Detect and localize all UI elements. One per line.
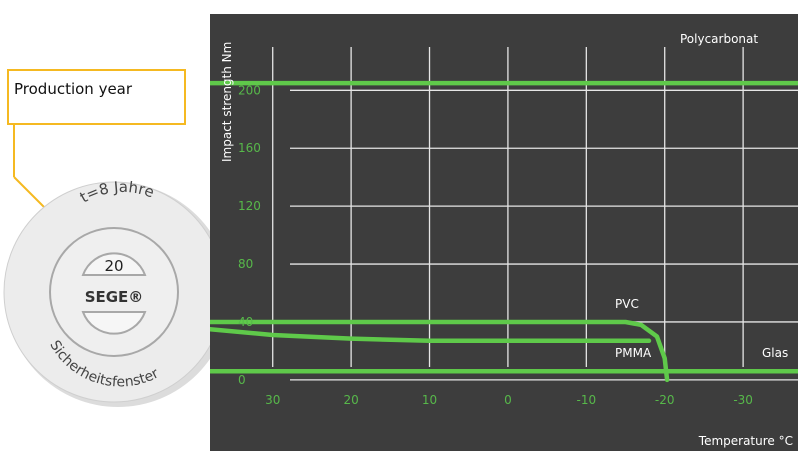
- y-axis-label: Impact strength Nm: [220, 42, 234, 162]
- seal-year-text: 20: [104, 257, 123, 275]
- chart-panel: 30 20 10 0 -10 -20 -30 0 40 80 120 160 200 Polycarbon…: [207, 14, 798, 451]
- y-tick-label: 40: [238, 315, 253, 329]
- impact-strength-chart: 30 20 10 0 -10 -20 -30 0 40 80 120 160 200 Polycarbon…: [207, 32, 798, 448]
- series-line-pmma: [207, 326, 652, 344]
- callout-box: [7, 69, 186, 125]
- series-label-pvc: PVC: [615, 297, 639, 311]
- y-tick-label: 0: [238, 373, 246, 387]
- series-label-pmma: PMMA: [615, 346, 652, 360]
- x-tick-label: 30: [265, 393, 280, 407]
- series-label-glas: Glas: [762, 346, 788, 360]
- seal-year-window: [81, 252, 147, 276]
- x-tick-label: 10: [422, 393, 437, 407]
- y-tick-label: 120: [238, 199, 261, 213]
- series-label-polycarbonat: Polycarbonat: [680, 32, 758, 46]
- x-axis-label: Temperature °C: [698, 434, 793, 448]
- series-line-pvc: [207, 319, 670, 383]
- x-tick-label: 0: [504, 393, 512, 407]
- labels: 30 20 10 0 -10 -20 -30 0 40 80 120 160 200 Polycarbon…: [220, 32, 793, 448]
- x-tick-label: 20: [343, 393, 358, 407]
- x-tick-label: -10: [577, 393, 597, 407]
- y-tick-label: 80: [238, 257, 253, 271]
- seal-lower-window: [81, 311, 147, 335]
- y-tick-label: 200: [238, 83, 261, 97]
- callout-label: Production year: [14, 80, 133, 98]
- y-tick-label: 160: [238, 141, 261, 155]
- seal-inner-ring: [49, 227, 179, 357]
- x-tick-label: -30: [733, 393, 753, 407]
- seal-brand-text: SEGE®: [85, 288, 144, 306]
- grid: [272, 47, 798, 381]
- seal-illustration: 20 SEGE® t=8 Jahre Sicherheitsfenster: [3, 125, 230, 407]
- series-lines: [207, 80, 798, 383]
- x-tick-label: -20: [655, 393, 675, 407]
- seal-section: 20 SEGE® t=8 Jahre Sicherheitsfenster Pr…: [0, 0, 230, 451]
